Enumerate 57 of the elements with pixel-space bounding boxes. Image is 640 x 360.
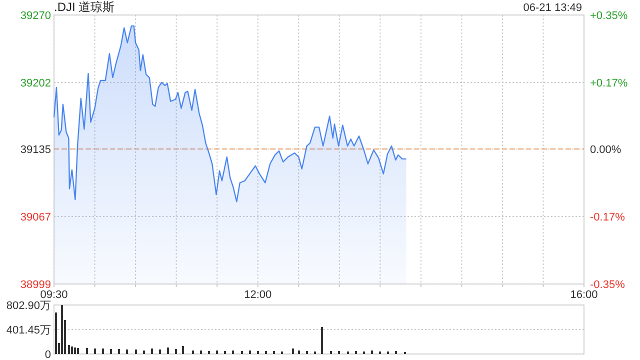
- bar: [86, 348, 88, 354]
- bar: [159, 350, 161, 354]
- y2-tick-label: +0.35%: [590, 10, 628, 22]
- bar: [94, 348, 96, 354]
- bar: [175, 349, 177, 354]
- bar: [68, 344, 70, 354]
- y-tick-label: 38999: [20, 279, 51, 291]
- y-tick-label: 401.45万: [6, 324, 51, 336]
- bar: [355, 350, 357, 354]
- bar: [192, 350, 194, 354]
- y-tick-label: 802.90万: [6, 300, 51, 312]
- bar: [224, 350, 226, 354]
- bar: [182, 346, 184, 354]
- bar: [306, 350, 308, 354]
- text: 06-21 13:49: [523, 2, 582, 14]
- x-tick-label: 09:30: [40, 289, 68, 301]
- bar: [249, 350, 251, 354]
- chart-title: .DJI 道琼斯: [54, 0, 115, 14]
- bar: [143, 350, 145, 354]
- bar: [167, 347, 169, 354]
- bar: [216, 350, 218, 354]
- bar: [61, 305, 63, 354]
- bar: [55, 312, 57, 354]
- bar: [110, 349, 112, 354]
- bar: [200, 350, 202, 354]
- bar: [371, 350, 373, 354]
- bar: [321, 327, 323, 354]
- bar: [273, 350, 275, 354]
- x-tick-label: 16:00: [570, 289, 598, 301]
- y2-tick-label: 0.00%: [590, 144, 622, 156]
- bar: [265, 350, 267, 354]
- bar: [77, 348, 79, 354]
- bar: [330, 350, 332, 354]
- bar: [208, 350, 210, 354]
- bar: [257, 350, 259, 354]
- bar: [292, 348, 294, 354]
- bar: [118, 349, 120, 354]
- y-tick-label: 39135: [20, 144, 51, 156]
- bar: [338, 350, 340, 354]
- y2-tick-label: +0.17%: [590, 78, 628, 90]
- y-tick-label: 39067: [20, 212, 51, 224]
- y2-tick-label: -0.17%: [590, 211, 626, 224]
- bar: [71, 346, 73, 354]
- bar: [126, 350, 128, 354]
- bar: [232, 350, 234, 354]
- bar: [74, 347, 76, 354]
- bar: [102, 348, 104, 354]
- bar: [395, 350, 397, 354]
- bar: [151, 348, 153, 354]
- y-tick-label: 0: [44, 349, 51, 360]
- bar: [135, 350, 137, 354]
- y-tick-label: 39202: [20, 78, 51, 90]
- x-tick-label: 12:00: [244, 289, 272, 301]
- bar: [298, 350, 300, 354]
- bar: [241, 350, 243, 354]
- y-tick-label: 39270: [20, 10, 51, 22]
- y2-tick-label: -0.35%: [590, 279, 626, 291]
